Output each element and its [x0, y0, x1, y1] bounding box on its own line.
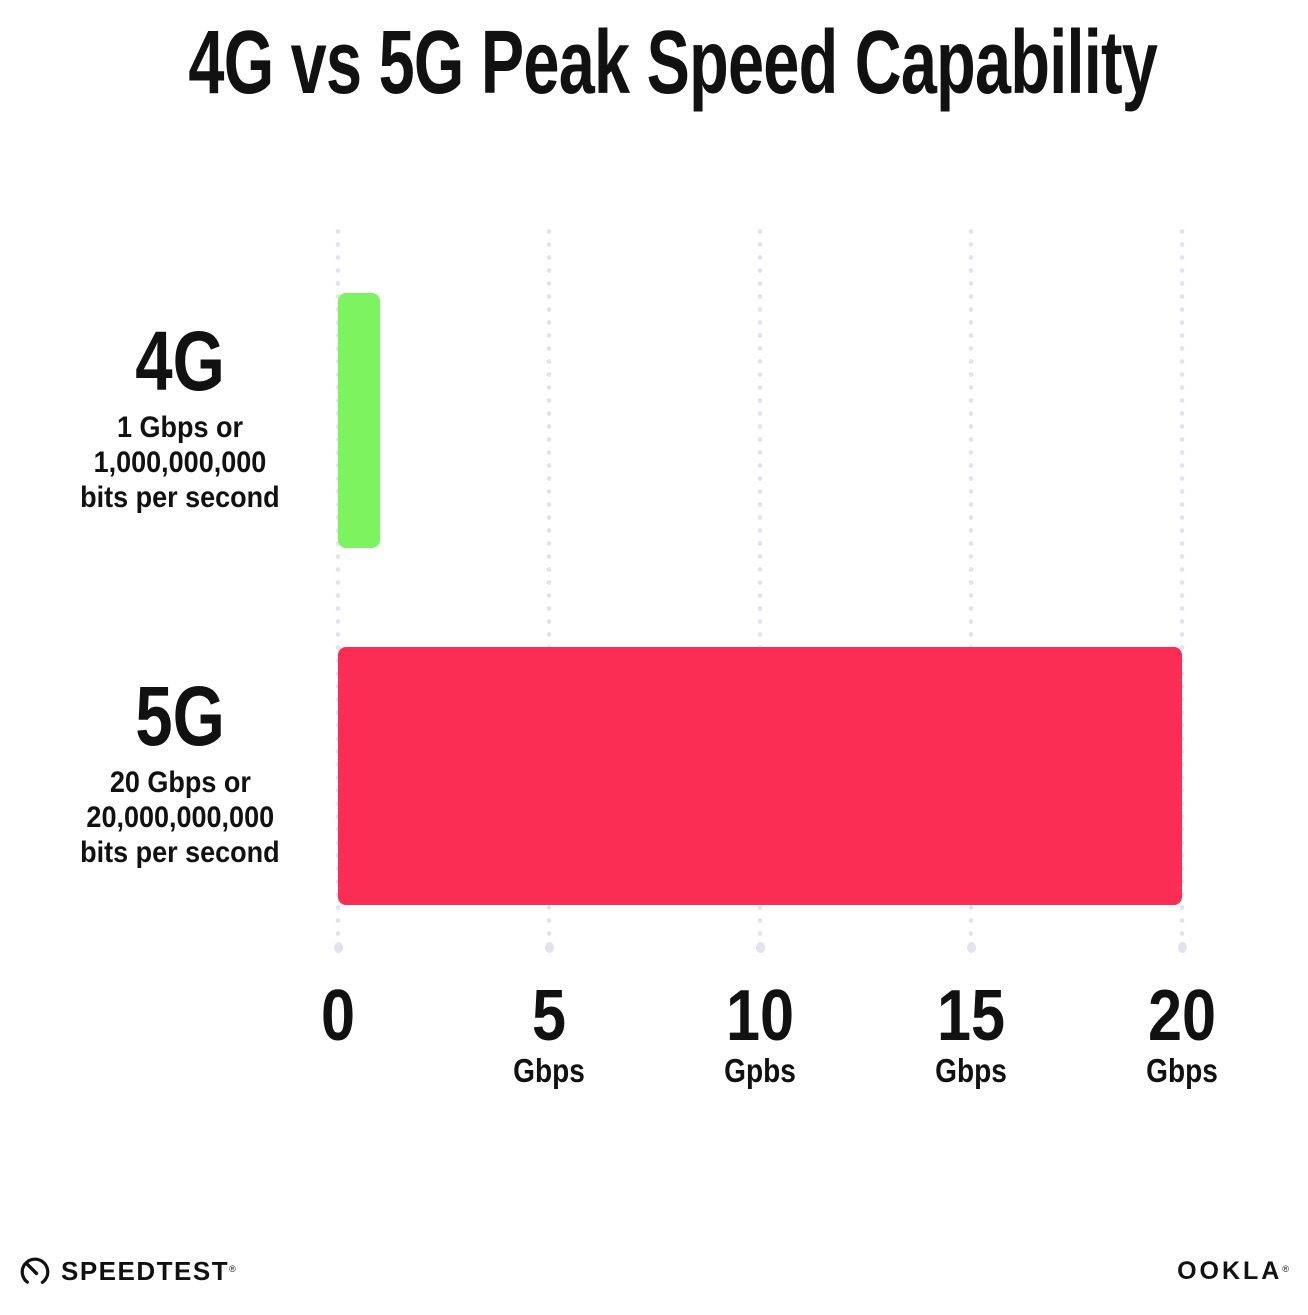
page-title-text: 4G vs 5G Peak Speed Capability — [188, 13, 1158, 113]
x-tick-number: 5 — [531, 976, 567, 1056]
bar-4g — [338, 293, 381, 548]
plot-area — [335, 225, 1185, 955]
row-label-4g: 4G 1 Gbps or 1,000,000,000 bits per seco… — [40, 318, 320, 515]
x-tick-number: 20 — [1147, 976, 1217, 1056]
gridline-0 — [335, 225, 341, 945]
x-axis: 0 5 Gbps 10 Gpbs 15 Gbps 20 Gbps — [321, 980, 1218, 1110]
row-sub-line: 20 Gbps or — [109, 766, 251, 799]
speedometer-icon — [18, 1254, 52, 1288]
gridline-15 — [968, 225, 974, 945]
row-sublabel-4g: 1 Gbps or 1,000,000,000 bits per second — [40, 410, 320, 515]
row-title-5g: 5G — [135, 669, 225, 763]
x-tick-unit: Gbps — [1146, 1052, 1218, 1089]
x-tick-0: 0 — [318, 980, 358, 1052]
x-tick-number: 10 — [725, 976, 795, 1056]
ookla-trademark: ® — [1282, 1264, 1292, 1274]
x-tick-5: 5 Gbps — [507, 980, 591, 1088]
row-sublabel-5g: 20 Gbps or 20,000,000,000 bits per secon… — [40, 765, 320, 870]
ookla-wordmark: OOKLA — [1177, 1257, 1283, 1285]
bar-5g — [338, 647, 1182, 905]
row-sub-line: bits per second — [80, 481, 280, 514]
x-tick-10: 10 Gpbs — [718, 980, 802, 1088]
row-sub-line: 1 Gbps or — [116, 411, 244, 444]
gridline-20 — [1179, 225, 1185, 945]
gridline-10 — [757, 225, 763, 945]
row-title-4g: 4G — [135, 314, 225, 408]
x-tick-number: 0 — [320, 976, 356, 1056]
speedtest-wordmark: SPEEDTEST® — [61, 1256, 238, 1286]
ookla-logo: OOKLA® — [1177, 1258, 1292, 1284]
x-tick-unit: Gpbs — [724, 1052, 796, 1089]
x-tick-unit: Gbps — [935, 1052, 1007, 1089]
x-tick-20: 20 Gbps — [1140, 980, 1224, 1088]
speedtest-trademark: ® — [229, 1264, 238, 1274]
x-tick-15: 15 Gbps — [929, 980, 1013, 1088]
row-sub-line: 20,000,000,000 — [86, 801, 274, 834]
page-title: 4G vs 5G Peak Speed Capability — [0, 14, 1308, 113]
speedtest-logo: SPEEDTEST® — [18, 1254, 237, 1288]
row-sub-line: bits per second — [80, 836, 280, 869]
x-tick-unit: Gbps — [513, 1052, 585, 1089]
x-tick-number: 15 — [936, 976, 1006, 1056]
row-label-5g: 5G 20 Gbps or 20,000,000,000 bits per se… — [40, 673, 320, 870]
gridline-5 — [546, 225, 552, 945]
row-sub-line: 1,000,000,000 — [93, 446, 267, 479]
